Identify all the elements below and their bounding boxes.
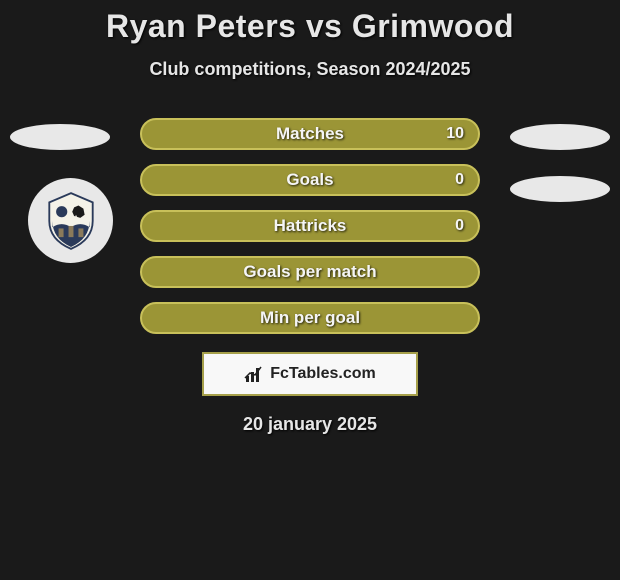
shield-icon [40, 190, 102, 252]
stat-row-min-per-goal: Min per goal [140, 302, 480, 334]
stat-label: Goals [142, 170, 478, 190]
comparison-card: Ryan Peters vs Grimwood Club competition… [0, 0, 620, 580]
page-title: Ryan Peters vs Grimwood [0, 8, 620, 45]
stat-value: 0 [455, 171, 464, 189]
date-label: 20 january 2025 [0, 414, 620, 435]
stat-row-matches: Matches 10 [140, 118, 480, 150]
stat-value: 0 [455, 217, 464, 235]
stat-value: 10 [446, 125, 464, 143]
club-crest [28, 178, 113, 263]
branding-box[interactable]: FcTables.com [202, 352, 418, 396]
stat-row-goals: Goals 0 [140, 164, 480, 196]
stat-row-hattricks: Hattricks 0 [140, 210, 480, 242]
bar-chart-icon [244, 364, 264, 384]
stat-label: Min per goal [142, 308, 478, 328]
stat-label: Goals per match [142, 262, 478, 282]
player-right-badge-1 [510, 124, 610, 150]
subtitle: Club competitions, Season 2024/2025 [0, 59, 620, 80]
player-right-badge-2 [510, 176, 610, 202]
stat-label: Hattricks [142, 216, 478, 236]
stat-row-goals-per-match: Goals per match [140, 256, 480, 288]
stat-label: Matches [142, 124, 478, 144]
player-left-badge-1 [10, 124, 110, 150]
branding-text: FcTables.com [270, 365, 376, 383]
